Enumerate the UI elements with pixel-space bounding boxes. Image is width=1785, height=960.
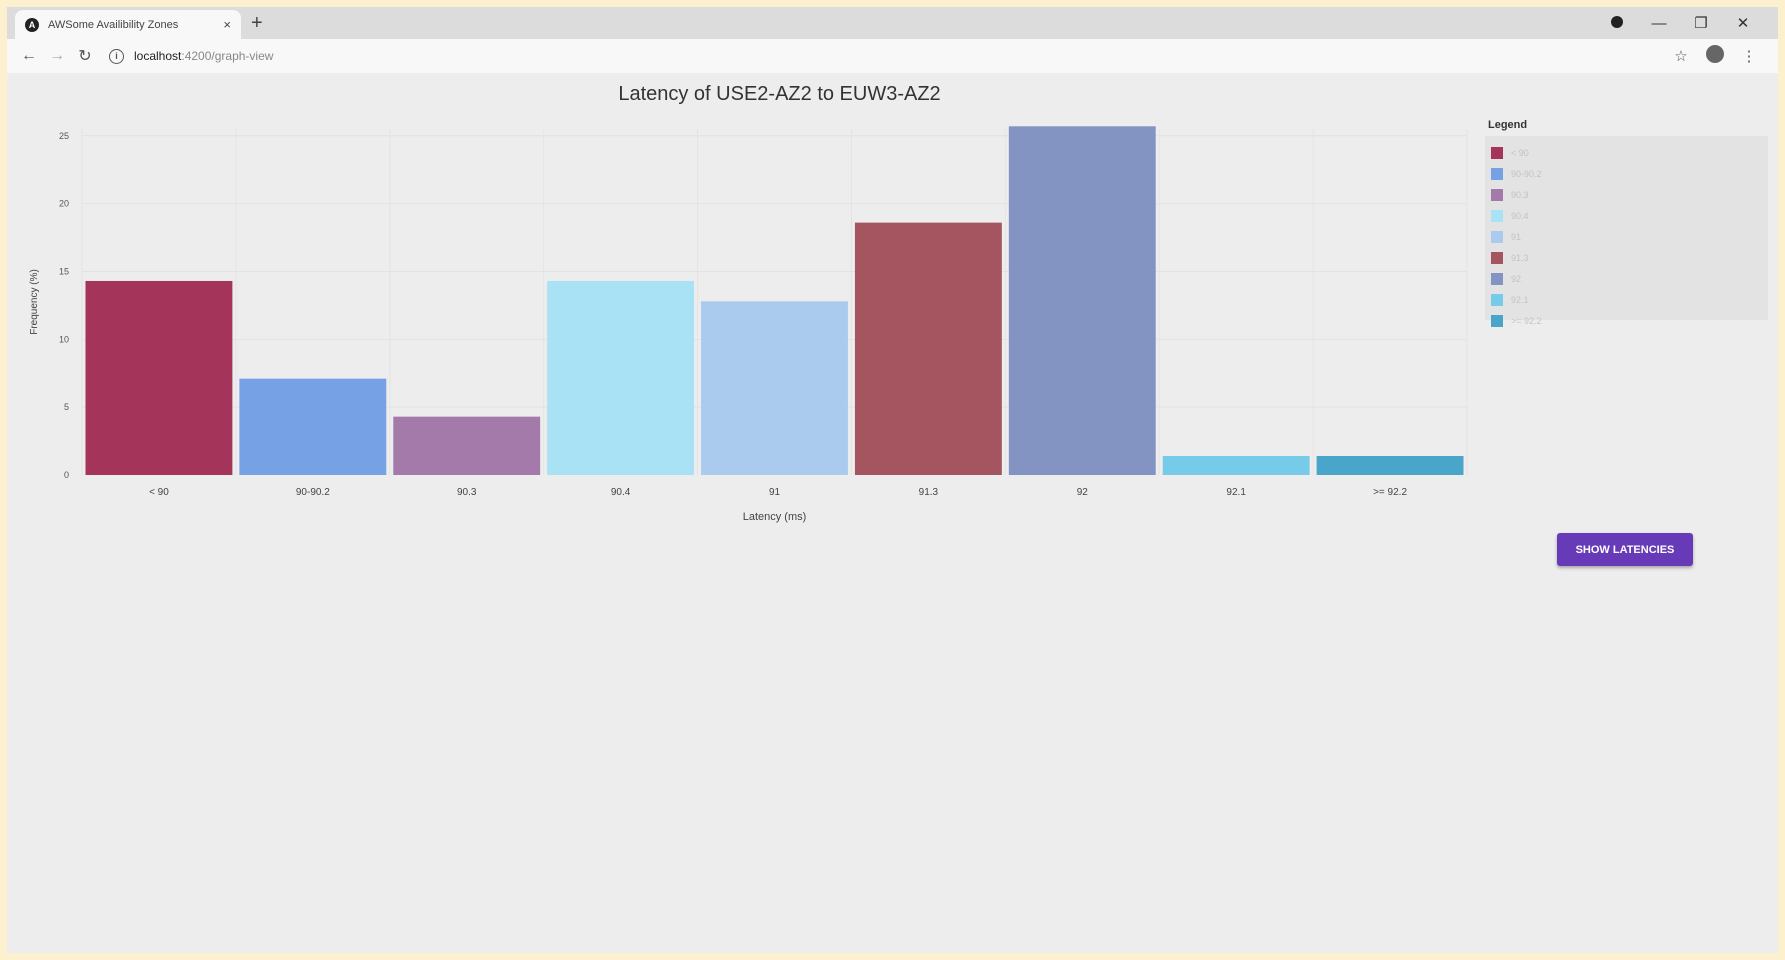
browser-tab[interactable]: A AWSome Availibility Zones × <box>15 10 241 39</box>
chart-title: Latency of USE2-AZ2 to EUW3-AZ2 <box>618 83 941 105</box>
browser-toolbar: ← → ↻ i localhost:4200/graph-view ☆ ⋮ <box>7 39 1778 73</box>
profile-icon[interactable] <box>1698 45 1732 67</box>
favicon-icon: A <box>25 17 39 32</box>
bar <box>701 301 848 475</box>
legend-swatch <box>1491 209 1503 222</box>
bar <box>239 378 387 475</box>
bar <box>393 416 541 475</box>
x-tick-label: 90.3 <box>457 487 477 498</box>
legend-label: 91.3 <box>1511 252 1529 263</box>
bar <box>1008 126 1156 476</box>
legend-entry[interactable]: 92.1 <box>1491 289 1762 310</box>
x-tick-label: 92 <box>1077 487 1089 498</box>
legend-label: 90.3 <box>1511 189 1529 200</box>
bar <box>1162 456 1310 475</box>
legend-label: 92.1 <box>1511 294 1529 305</box>
y-tick-label: 0 <box>64 470 69 480</box>
legend: Legend < 90 90-90.2 90.3 90.4 91 91.3 92 92.1 >=… <box>1485 119 1768 327</box>
kebab-menu-icon[interactable]: ⋮ <box>1741 48 1757 65</box>
legend-label: 92 <box>1511 273 1522 284</box>
show-latencies-button[interactable]: SHOW LATENCIES <box>1557 533 1693 566</box>
legend-entry[interactable]: 90.3 <box>1491 184 1762 205</box>
reload-icon[interactable]: ↻ <box>78 48 92 65</box>
url-host: localhost <box>134 49 182 63</box>
record-icon[interactable] <box>1596 15 1638 32</box>
legend-swatch <box>1491 251 1503 264</box>
new-tab-icon[interactable]: + <box>251 12 263 34</box>
y-tick-label: 20 <box>59 199 69 209</box>
url-path: :4200/graph-view <box>181 49 274 63</box>
legend-entry[interactable]: >= 92.2 <box>1491 310 1762 331</box>
bar <box>854 222 1002 475</box>
x-tick-label: 90-90.2 <box>296 487 330 498</box>
bar <box>1316 456 1464 475</box>
legend-label: 91 <box>1511 231 1522 242</box>
legend-label: >= 92.2 <box>1511 315 1542 326</box>
legend-swatch <box>1491 230 1503 243</box>
x-tick-label: < 90 <box>149 487 169 498</box>
legend-label: 90.4 <box>1511 210 1529 221</box>
legend-entry[interactable]: 91 <box>1491 226 1762 247</box>
legend-label: < 90 <box>1511 147 1529 158</box>
legend-swatch <box>1491 167 1503 180</box>
tab-strip: A AWSome Availibility Zones × + — ❐ ✕ <box>7 7 1778 39</box>
x-tick-label: 90.4 <box>611 487 631 498</box>
legend-entry[interactable]: 92 <box>1491 268 1762 289</box>
forward-arrow-icon[interactable]: → <box>49 47 65 64</box>
bar-chart: 0 5 10 15 20 25 < 90 90-90.2 90.3 90.4 91 91.3 92 92.… <box>29 126 1468 523</box>
legend-list: < 90 90-90.2 90.3 90.4 91 91.3 92 92.1 >= 92.2 <box>1485 136 1768 327</box>
legend-swatch <box>1491 146 1503 159</box>
legend-entry[interactable]: 90.4 <box>1491 205 1762 226</box>
page-content: Latency of USE2-AZ2 to EUW3-AZ2 0 5 10 15 20… <box>7 73 1778 953</box>
close-window-icon[interactable]: ✕ <box>1736 15 1750 32</box>
back-arrow-icon[interactable]: ← <box>21 47 37 64</box>
legend-swatch <box>1491 272 1503 285</box>
x-axis-label: Latency (ms) <box>743 511 807 523</box>
minimize-icon[interactable]: — <box>1651 14 1667 32</box>
browser-window: A AWSome Availibility Zones × + — ❐ ✕ ← … <box>7 7 1778 953</box>
legend-swatch <box>1491 188 1503 201</box>
x-tick-label: >= 92.2 <box>1373 487 1407 498</box>
x-tick-label: 91.3 <box>919 487 939 498</box>
tab-close-icon[interactable]: × <box>223 17 231 32</box>
site-info-icon[interactable]: i <box>109 48 124 64</box>
address-bar[interactable]: i localhost:4200/graph-view <box>109 43 1664 69</box>
window-controls: — ❐ ✕ <box>1596 7 1764 39</box>
y-axis-label: Frequency (%) <box>29 269 40 335</box>
legend-entry[interactable]: 91.3 <box>1491 247 1762 268</box>
legend-entry[interactable]: < 90 <box>1491 142 1762 163</box>
y-tick-label: 5 <box>64 402 69 412</box>
y-tick-label: 15 <box>59 266 69 276</box>
x-tick-label: 92.1 <box>1226 487 1246 498</box>
star-icon[interactable]: ☆ <box>1674 48 1688 65</box>
legend-swatch <box>1491 314 1503 327</box>
toolbar-actions: ☆ ⋮ <box>1664 45 1766 67</box>
legend-title: Legend <box>1488 119 1528 131</box>
legend-label: 90-90.2 <box>1511 168 1542 179</box>
bar <box>85 280 233 475</box>
x-tick-label: 91 <box>769 487 781 498</box>
bar <box>547 280 695 475</box>
y-tick-label: 10 <box>59 334 69 344</box>
restore-icon[interactable]: ❐ <box>1694 15 1708 32</box>
tab-title: AWSome Availibility Zones <box>48 18 179 31</box>
y-tick-label: 25 <box>59 131 69 141</box>
legend-entry[interactable]: 90-90.2 <box>1491 163 1762 184</box>
legend-swatch <box>1491 293 1503 306</box>
